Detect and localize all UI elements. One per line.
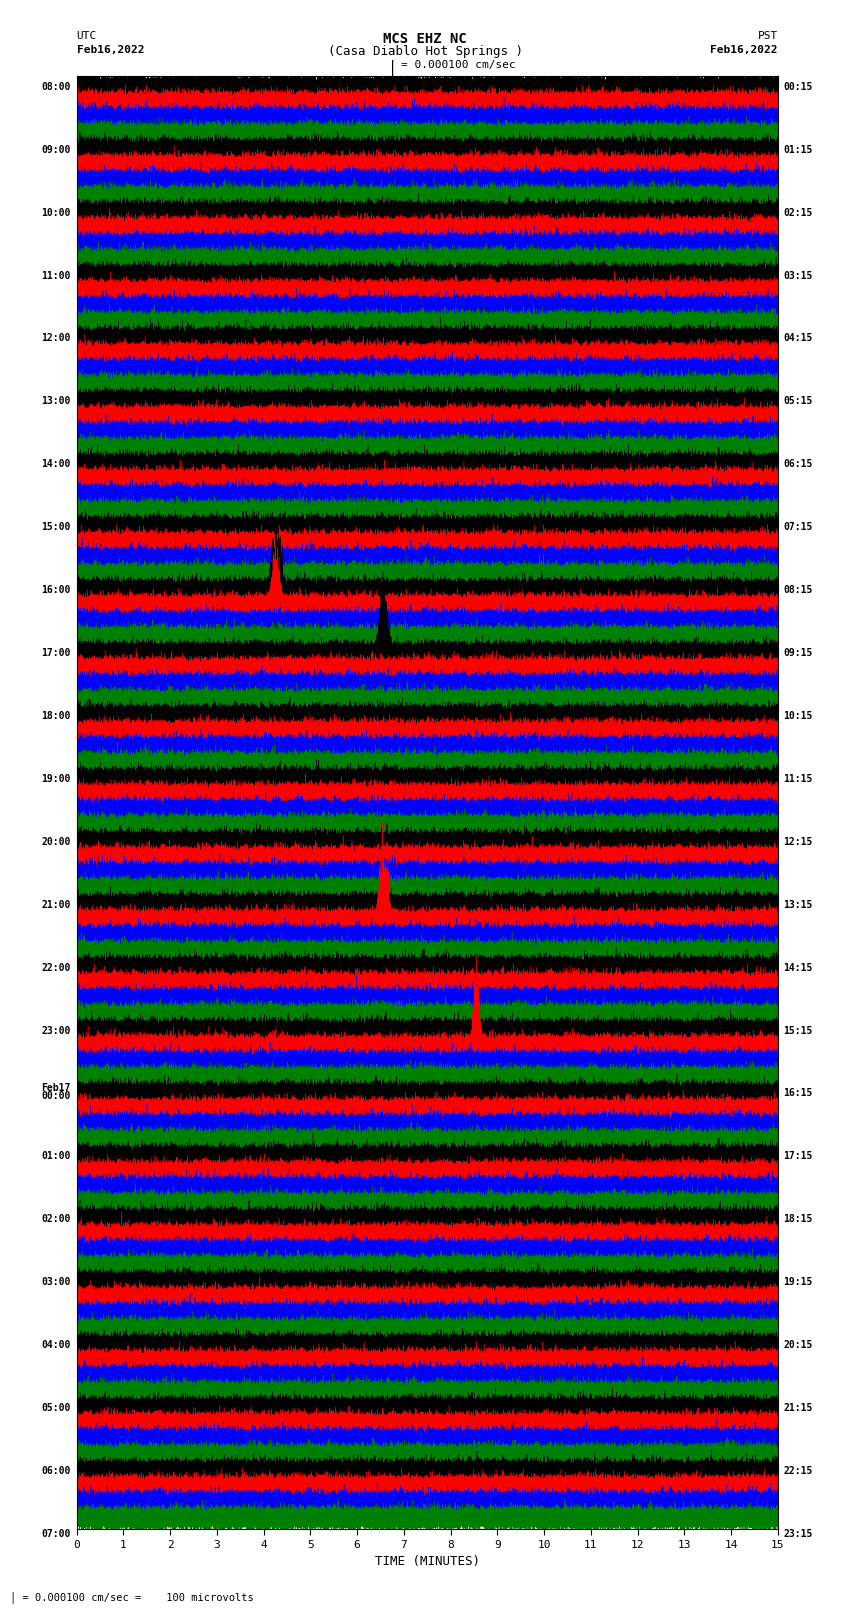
Text: 21:00: 21:00 — [42, 900, 71, 910]
Text: 22:00: 22:00 — [42, 963, 71, 973]
Text: 19:15: 19:15 — [784, 1277, 813, 1287]
Text: 17:00: 17:00 — [42, 648, 71, 658]
Text: UTC: UTC — [76, 31, 97, 40]
Text: │ = 0.000100 cm/sec =    100 microvolts: │ = 0.000100 cm/sec = 100 microvolts — [10, 1592, 254, 1603]
Text: 07:15: 07:15 — [784, 523, 813, 532]
Text: 12:00: 12:00 — [42, 334, 71, 344]
Text: 11:15: 11:15 — [784, 774, 813, 784]
Text: 14:15: 14:15 — [784, 963, 813, 973]
Text: 03:00: 03:00 — [42, 1277, 71, 1287]
Text: 16:00: 16:00 — [42, 586, 71, 595]
Text: 12:15: 12:15 — [784, 837, 813, 847]
Text: 07:00: 07:00 — [42, 1529, 71, 1539]
Text: │: │ — [388, 60, 397, 77]
Text: 11:00: 11:00 — [42, 271, 71, 281]
Text: 00:00: 00:00 — [42, 1090, 71, 1100]
Text: MCS EHZ NC: MCS EHZ NC — [383, 32, 467, 47]
Text: (Casa Diablo Hot Springs ): (Casa Diablo Hot Springs ) — [327, 45, 523, 58]
Text: 05:00: 05:00 — [42, 1403, 71, 1413]
Text: 20:15: 20:15 — [784, 1340, 813, 1350]
Text: 10:15: 10:15 — [784, 711, 813, 721]
Text: 06:15: 06:15 — [784, 460, 813, 469]
Text: 15:00: 15:00 — [42, 523, 71, 532]
Text: 22:15: 22:15 — [784, 1466, 813, 1476]
Text: 23:15: 23:15 — [784, 1529, 813, 1539]
Text: 14:00: 14:00 — [42, 460, 71, 469]
Text: 19:00: 19:00 — [42, 774, 71, 784]
Text: 18:15: 18:15 — [784, 1215, 813, 1224]
Text: 05:15: 05:15 — [784, 397, 813, 406]
Text: 04:15: 04:15 — [784, 334, 813, 344]
Text: Feb16,2022: Feb16,2022 — [76, 45, 144, 55]
X-axis label: TIME (MINUTES): TIME (MINUTES) — [375, 1555, 479, 1568]
Text: 17:15: 17:15 — [784, 1152, 813, 1161]
Text: 01:15: 01:15 — [784, 145, 813, 155]
Text: 09:15: 09:15 — [784, 648, 813, 658]
Text: 18:00: 18:00 — [42, 711, 71, 721]
Text: 08:15: 08:15 — [784, 586, 813, 595]
Text: 02:00: 02:00 — [42, 1215, 71, 1224]
Text: 13:15: 13:15 — [784, 900, 813, 910]
Text: = 0.000100 cm/sec: = 0.000100 cm/sec — [401, 60, 516, 69]
Text: 15:15: 15:15 — [784, 1026, 813, 1036]
Text: 03:15: 03:15 — [784, 271, 813, 281]
Text: PST: PST — [757, 31, 778, 40]
Text: 10:00: 10:00 — [42, 208, 71, 218]
Text: 20:00: 20:00 — [42, 837, 71, 847]
Text: Feb17: Feb17 — [42, 1082, 71, 1094]
Text: 13:00: 13:00 — [42, 397, 71, 406]
Text: 16:15: 16:15 — [784, 1089, 813, 1098]
Text: 21:15: 21:15 — [784, 1403, 813, 1413]
Text: 09:00: 09:00 — [42, 145, 71, 155]
Text: 04:00: 04:00 — [42, 1340, 71, 1350]
Text: Feb16,2022: Feb16,2022 — [711, 45, 778, 55]
Text: 08:00: 08:00 — [42, 82, 71, 92]
Text: 02:15: 02:15 — [784, 208, 813, 218]
Text: 01:00: 01:00 — [42, 1152, 71, 1161]
Text: 00:15: 00:15 — [784, 82, 813, 92]
Text: 23:00: 23:00 — [42, 1026, 71, 1036]
Text: 06:00: 06:00 — [42, 1466, 71, 1476]
